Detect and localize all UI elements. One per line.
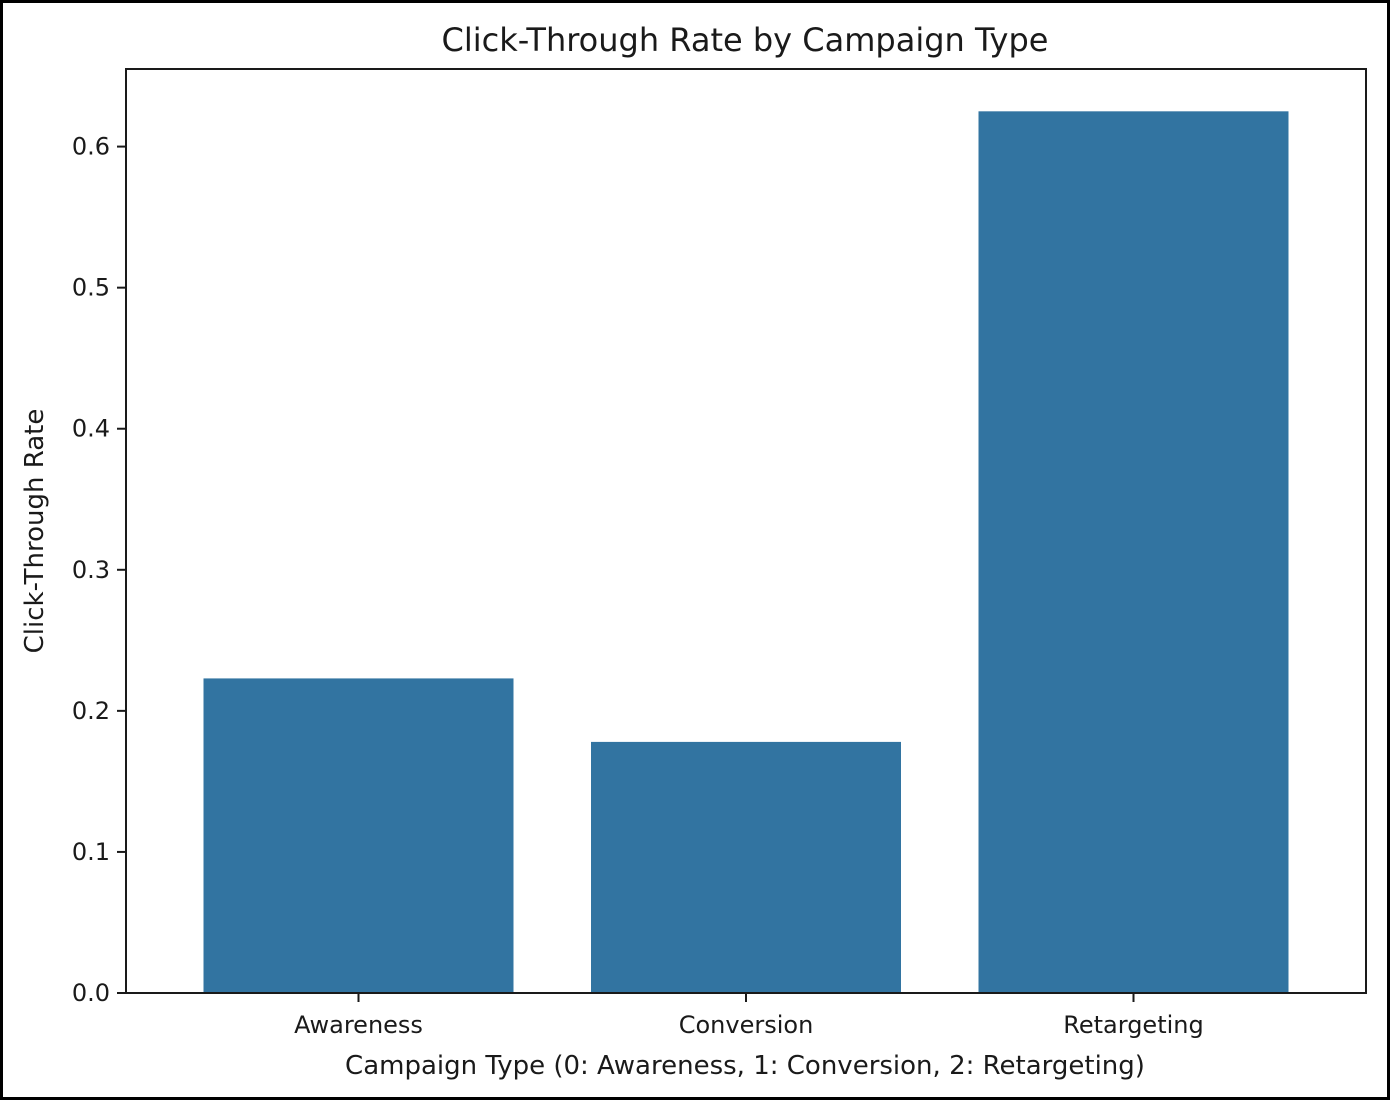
bar-chart: Click-Through Rate by Campaign Type 0.00… xyxy=(20,21,1367,1081)
y-tick-label: 0.4 xyxy=(72,415,110,443)
bar-retargeting xyxy=(978,111,1289,993)
bars-group xyxy=(203,111,1289,993)
y-tick-label: 0.5 xyxy=(72,274,110,302)
y-tick-label: 0.0 xyxy=(72,979,110,1007)
x-axis-ticks: Awareness Conversion Retargeting xyxy=(294,993,1204,1039)
x-tick-label: Retargeting xyxy=(1063,1011,1203,1039)
x-tick-label: Awareness xyxy=(294,1011,423,1039)
y-tick-label: 0.1 xyxy=(72,838,110,866)
chart-frame: Click-Through Rate by Campaign Type 0.0 0… xyxy=(3,3,1387,1097)
bar-awareness xyxy=(203,678,514,993)
y-axis-ticks: 0.0 0.1 0.2 0.3 0.4 0.5 0.6 xyxy=(72,133,126,1007)
x-tick-label: Conversion xyxy=(679,1011,814,1039)
y-tick-label: 0.2 xyxy=(72,697,110,725)
x-axis-label: Campaign Type (0: Awareness, 1: Conversi… xyxy=(345,1051,1145,1081)
chart-title: Click-Through Rate by Campaign Type xyxy=(442,21,1049,59)
y-tick-label: 0.6 xyxy=(72,133,110,161)
y-axis-label: Click-Through Rate xyxy=(20,409,50,654)
y-tick-label: 0.3 xyxy=(72,556,110,584)
bar-conversion xyxy=(591,741,901,993)
